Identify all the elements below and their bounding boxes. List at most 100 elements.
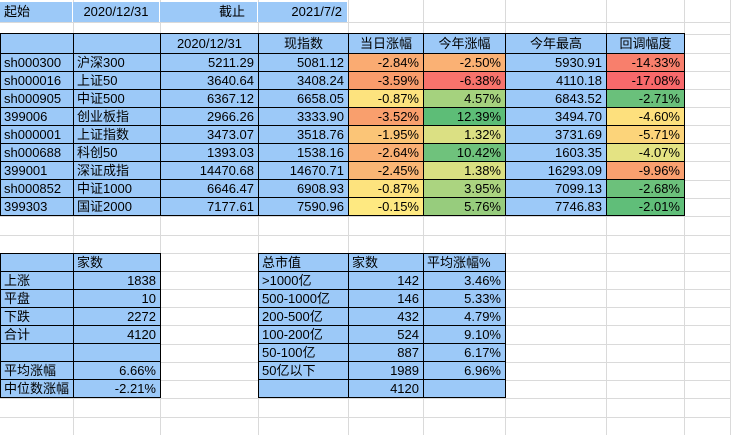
cell-start[interactable]: 2966.26 — [160, 107, 259, 126]
cell-day-change[interactable]: -2.45% — [348, 161, 424, 180]
cell-current[interactable]: 1538.16 — [258, 143, 349, 162]
cap-range[interactable]: 50亿以下 — [258, 361, 349, 380]
cap-avg[interactable]: 5.33% — [423, 289, 506, 308]
header-start-date[interactable]: 2020/12/31 — [160, 33, 259, 54]
cell-ytd-high[interactable]: 7746.83 — [505, 197, 607, 216]
header-blank-b[interactable] — [73, 33, 161, 54]
start-date-cell[interactable]: 2020/12/31 — [73, 2, 160, 22]
cell-start[interactable]: 14470.68 — [160, 161, 259, 180]
cell-ytd-high[interactable]: 16293.09 — [505, 161, 607, 180]
cell-name[interactable]: 中证500 — [73, 89, 161, 108]
cell-drawdown[interactable]: -17.08% — [606, 71, 685, 90]
cap-count[interactable]: 524 — [348, 325, 424, 344]
cell-start[interactable]: 6646.47 — [160, 179, 259, 198]
cell-day-change[interactable]: -3.52% — [348, 107, 424, 126]
header-current-index[interactable]: 现指数 — [258, 33, 349, 54]
cap-range[interactable] — [258, 379, 349, 398]
breadth-value[interactable]: 2272 — [73, 307, 161, 326]
cell-start[interactable]: 3473.07 — [160, 125, 259, 144]
cell-ytd-change[interactable]: 1.32% — [423, 125, 506, 144]
cell-name[interactable]: 创业板指 — [73, 107, 161, 126]
breadth-value[interactable] — [73, 343, 161, 362]
cell-ytd-high[interactable]: 4110.18 — [505, 71, 607, 90]
cell-current[interactable]: 3408.24 — [258, 71, 349, 90]
cell-ytd-change[interactable]: 1.38% — [423, 161, 506, 180]
cell-ytd-high[interactable]: 3494.70 — [505, 107, 607, 126]
cell-day-change[interactable]: -0.87% — [348, 179, 424, 198]
breadth-label[interactable]: 平均涨幅 — [0, 361, 74, 380]
cell-ytd-change[interactable]: -2.50% — [423, 53, 506, 72]
cell-code[interactable]: sh000300 — [0, 53, 74, 72]
cell-current[interactable]: 14670.71 — [258, 161, 349, 180]
cap-count[interactable]: 1989 — [348, 361, 424, 380]
cap-range[interactable]: 100-200亿 — [258, 325, 349, 344]
breadth-value[interactable]: 10 — [73, 289, 161, 308]
cap-range[interactable]: 50-100亿 — [258, 343, 349, 362]
breadth-value[interactable]: -2.21% — [73, 379, 161, 398]
cell-day-change[interactable]: -2.84% — [348, 53, 424, 72]
breadth-label[interactable]: 合计 — [0, 325, 74, 344]
cap-avg[interactable]: 3.46% — [423, 271, 506, 290]
cell-ytd-high[interactable]: 1603.35 — [505, 143, 607, 162]
breadth-label[interactable] — [0, 343, 74, 362]
breadth-value[interactable]: 1838 — [73, 271, 161, 290]
cap-count[interactable]: 432 — [348, 307, 424, 326]
cell-ytd-high[interactable]: 3731.69 — [505, 125, 607, 144]
breadth-count-header[interactable]: 家数 — [73, 253, 161, 272]
cell-name[interactable]: 上证50 — [73, 71, 161, 90]
cell-name[interactable]: 深证成指 — [73, 161, 161, 180]
cap-range[interactable]: >1000亿 — [258, 271, 349, 290]
breadth-label[interactable]: 中位数涨幅 — [0, 379, 74, 398]
cell-code[interactable]: sh000001 — [0, 125, 74, 144]
breadth-label[interactable]: 上涨 — [0, 271, 74, 290]
cell-drawdown[interactable]: -5.71% — [606, 125, 685, 144]
cell-start[interactable]: 3640.64 — [160, 71, 259, 90]
cell-name[interactable]: 中证1000 — [73, 179, 161, 198]
cap-count[interactable]: 887 — [348, 343, 424, 362]
cap-avg[interactable]: 9.10% — [423, 325, 506, 344]
header-ytd-change[interactable]: 今年涨幅 — [423, 33, 506, 54]
cap-count[interactable]: 4120 — [348, 379, 424, 398]
cell-code[interactable]: sh000016 — [0, 71, 74, 90]
cell-name[interactable]: 科创50 — [73, 143, 161, 162]
breadth-value[interactable]: 6.66% — [73, 361, 161, 380]
cell-drawdown[interactable]: -14.33% — [606, 53, 685, 72]
cap-count-header[interactable]: 家数 — [348, 253, 424, 272]
header-drawdown[interactable]: 回调幅度 — [606, 33, 685, 54]
cap-range-header[interactable]: 总市值 — [258, 253, 349, 272]
cell-day-change[interactable]: -1.95% — [348, 125, 424, 144]
breadth-label[interactable]: 下跌 — [0, 307, 74, 326]
cell-drawdown[interactable]: -9.96% — [606, 161, 685, 180]
breadth-value[interactable]: 4120 — [73, 325, 161, 344]
header-day-change[interactable]: 当日涨幅 — [348, 33, 424, 54]
cell-start[interactable]: 6367.12 — [160, 89, 259, 108]
cap-avg[interactable] — [423, 379, 506, 398]
cell-day-change[interactable]: -0.15% — [348, 197, 424, 216]
cell-current[interactable]: 3333.90 — [258, 107, 349, 126]
cap-range[interactable]: 200-500亿 — [258, 307, 349, 326]
cell-code[interactable]: sh000688 — [0, 143, 74, 162]
cap-range[interactable]: 500-1000亿 — [258, 289, 349, 308]
cell-drawdown[interactable]: -2.01% — [606, 197, 685, 216]
cell-ytd-change[interactable]: 5.76% — [423, 197, 506, 216]
cell-code[interactable]: 399001 — [0, 161, 74, 180]
cell-drawdown[interactable]: -4.07% — [606, 143, 685, 162]
cell-name[interactable]: 国证2000 — [73, 197, 161, 216]
cell-drawdown[interactable]: -2.68% — [606, 179, 685, 198]
cell-ytd-change[interactable]: 3.95% — [423, 179, 506, 198]
cell-code[interactable]: sh000852 — [0, 179, 74, 198]
cell-current[interactable]: 7590.96 — [258, 197, 349, 216]
cell-current[interactable]: 3518.76 — [258, 125, 349, 144]
cell-current[interactable]: 6658.05 — [258, 89, 349, 108]
cell-current[interactable]: 6908.93 — [258, 179, 349, 198]
end-label-cell[interactable]: 截止 — [160, 2, 258, 22]
cap-avg[interactable]: 4.79% — [423, 307, 506, 326]
cell-ytd-change[interactable]: 10.42% — [423, 143, 506, 162]
cell-ytd-high[interactable]: 5930.91 — [505, 53, 607, 72]
cell-start[interactable]: 7177.61 — [160, 197, 259, 216]
cell-current[interactable]: 5081.12 — [258, 53, 349, 72]
header-blank-a[interactable] — [0, 33, 74, 54]
cell-code[interactable]: sh000905 — [0, 89, 74, 108]
cap-count[interactable]: 146 — [348, 289, 424, 308]
cap-avg-header[interactable]: 平均涨幅% — [423, 253, 506, 272]
